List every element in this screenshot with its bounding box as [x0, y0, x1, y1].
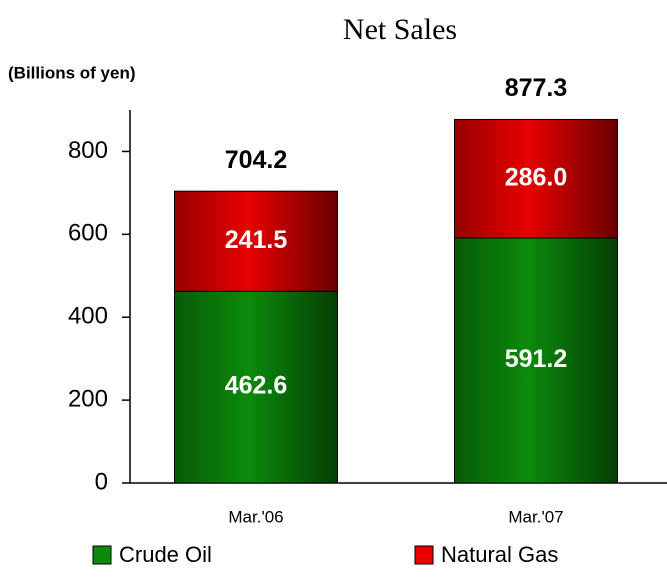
data-label: 241.5	[225, 226, 288, 254]
legend-label: Crude Oil	[119, 542, 212, 567]
bar-shade	[174, 191, 338, 292]
total-label: 877.3	[505, 74, 568, 102]
y-tick-label: 400	[68, 303, 108, 330]
legend-swatch	[92, 545, 112, 565]
y-axis-label: (Billions of yen)	[8, 63, 136, 82]
total-label: 704.2	[225, 146, 288, 174]
y-tick-label: 200	[68, 385, 108, 412]
bar-shade	[454, 237, 618, 483]
chart-title: Net Sales	[343, 13, 457, 46]
data-label: 286.0	[505, 163, 568, 191]
y-tick-label: 800	[68, 137, 108, 164]
bar-shade	[454, 119, 618, 238]
legend-label: Natural Gas	[441, 542, 558, 567]
y-tick-label: 600	[68, 220, 108, 247]
legend-swatch	[414, 545, 434, 565]
x-tick-label: Mar.'06	[228, 507, 283, 526]
data-label: 462.6	[225, 372, 288, 400]
x-tick-label: Mar.'07	[508, 507, 563, 526]
y-tick-label: 0	[95, 468, 108, 495]
bar-shade	[174, 291, 338, 483]
data-label: 591.2	[505, 345, 568, 373]
